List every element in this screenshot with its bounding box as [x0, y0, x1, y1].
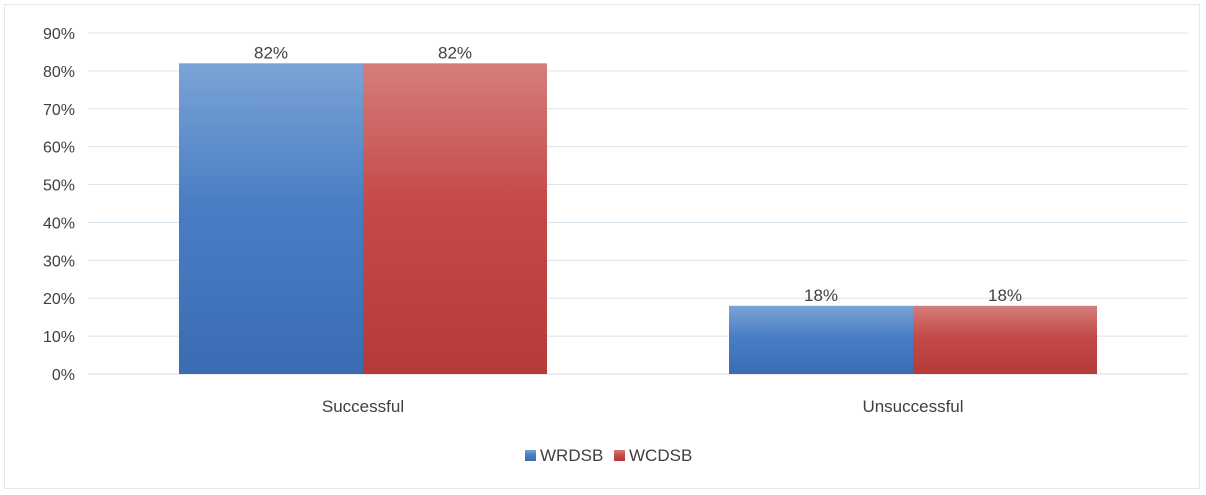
data-label: 82% — [438, 43, 472, 62]
data-label: 82% — [254, 43, 288, 62]
data-labels: 82% 82% 18% 18% — [254, 43, 1022, 304]
y-tick-label: 70% — [43, 102, 75, 119]
legend-swatch — [525, 450, 536, 461]
category-labels: Successful Unsuccessful — [322, 397, 964, 416]
legend-label: WCDSB — [629, 446, 692, 465]
data-label: 18% — [804, 286, 838, 305]
y-tick-label: 80% — [43, 64, 75, 81]
y-tick-label: 40% — [43, 215, 75, 232]
bars — [179, 63, 1097, 375]
y-tick-label: 20% — [43, 291, 75, 308]
category-label: Unsuccessful — [862, 397, 963, 416]
bar-wrdsb-successful — [179, 63, 363, 375]
legend-label: WRDSB — [540, 446, 603, 465]
y-tick-label: 50% — [43, 178, 75, 195]
category-label: Successful — [322, 397, 404, 416]
bar-wrdsb-unsuccessful — [729, 305, 913, 374]
y-tick-label: 0% — [52, 367, 75, 384]
legend-swatch — [614, 450, 625, 461]
legend: WRDSB WCDSB — [525, 446, 692, 465]
y-tick-label: 30% — [43, 253, 75, 270]
y-tick-label: 10% — [43, 329, 75, 346]
y-tick-label: 60% — [43, 140, 75, 157]
y-tick-label: 90% — [43, 26, 75, 43]
bar-wcdsb-successful — [363, 63, 547, 375]
legend-item-wrdsb: WRDSB — [525, 446, 603, 465]
bar-wcdsb-unsuccessful — [913, 305, 1097, 374]
legend-item-wcdsb: WCDSB — [614, 446, 692, 465]
y-axis-tick-labels: 0% 10% 20% 30% 40% 50% 60% 70% 80% 90% — [43, 26, 75, 384]
data-label: 18% — [988, 286, 1022, 305]
